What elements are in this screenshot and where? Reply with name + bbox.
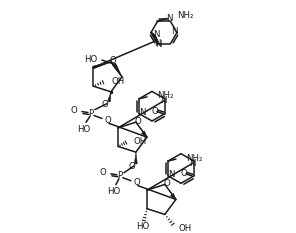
Text: HO: HO [136,222,149,231]
Polygon shape [112,63,122,77]
Text: N: N [166,14,173,23]
Text: O: O [128,162,135,171]
Text: O: O [152,107,158,116]
Text: HO: HO [84,55,97,64]
Polygon shape [134,152,137,164]
Text: NH₂: NH₂ [186,154,202,163]
Text: O: O [70,106,77,115]
Text: O: O [163,179,170,188]
Text: OH: OH [111,77,124,86]
Text: OH: OH [179,224,192,233]
Text: O: O [134,117,141,126]
Polygon shape [107,92,111,102]
Text: P: P [117,171,123,180]
Polygon shape [170,193,176,199]
Text: O: O [104,116,111,125]
Text: HO: HO [77,125,91,134]
Text: N: N [168,170,174,179]
Text: O: O [133,178,140,187]
Text: NH₂: NH₂ [157,91,173,100]
Polygon shape [141,131,147,137]
Text: OH: OH [134,137,147,146]
Text: O: O [102,100,108,109]
Text: N: N [155,40,161,49]
Text: N: N [153,30,160,39]
Text: HO: HO [107,187,120,196]
Text: N: N [139,108,145,117]
Text: O: O [99,168,106,177]
Polygon shape [93,62,111,69]
Text: O: O [181,169,187,178]
Text: P: P [89,109,94,118]
Text: NH₂: NH₂ [178,11,194,20]
Text: N: N [189,159,195,168]
Text: O: O [110,56,116,65]
Text: N: N [154,39,160,48]
Text: N: N [171,27,177,36]
Text: N: N [160,96,166,105]
